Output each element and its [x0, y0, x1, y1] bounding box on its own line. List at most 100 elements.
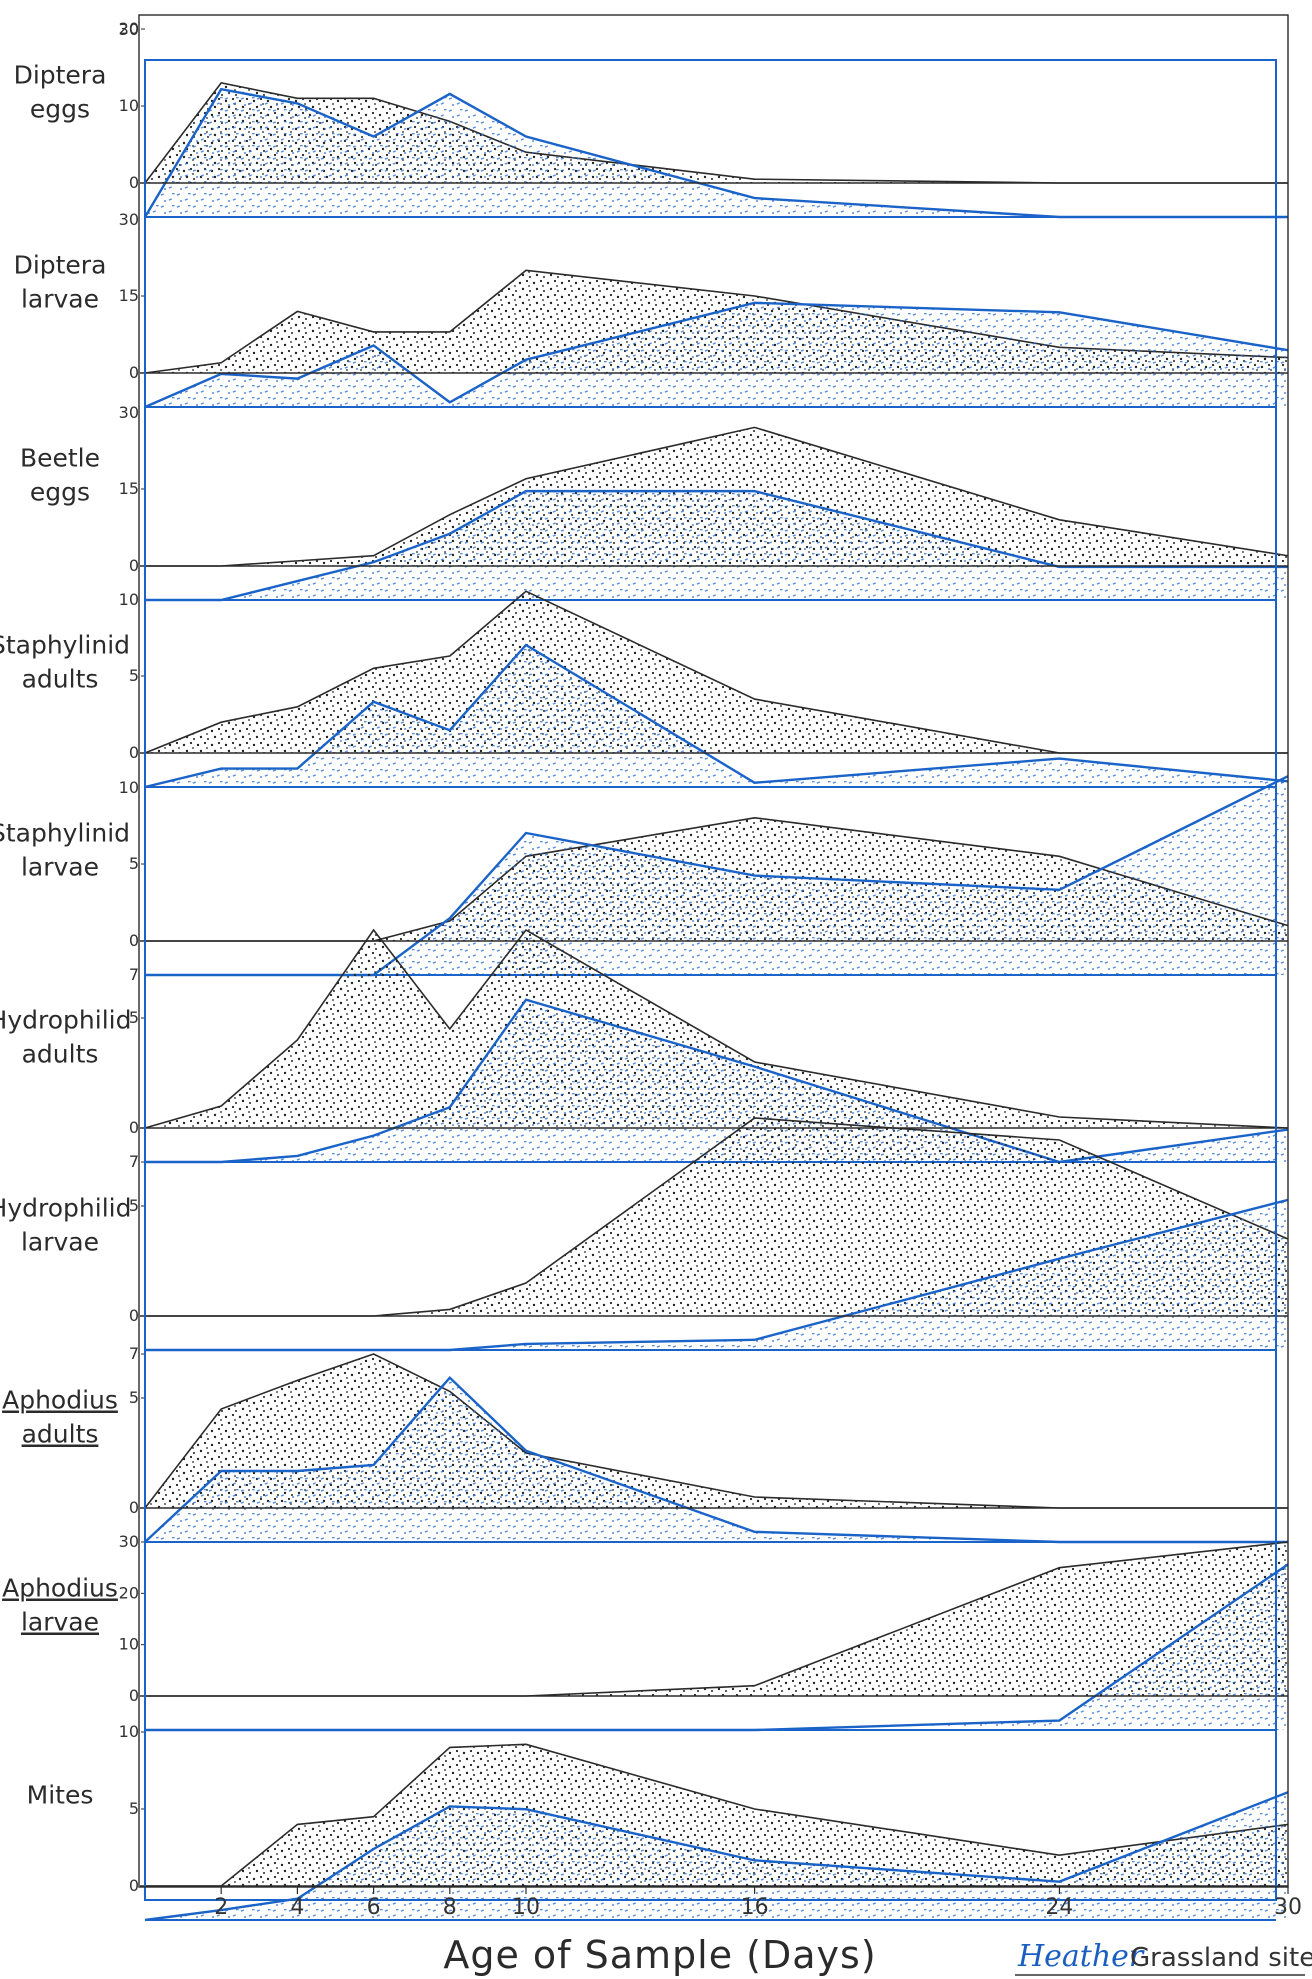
black-area-fill — [145, 1542, 1288, 1696]
blue-y-tick-label: 30 — [119, 210, 139, 229]
y-tick-label: 5 — [129, 1799, 139, 1818]
black-area-fill — [145, 591, 1288, 753]
x-axis: 2 4 6 8 10 16 24 30 — [214, 1886, 1302, 1920]
y-tick-label: 0 — [129, 1686, 139, 1705]
black-frame — [138, 14, 1289, 1888]
panel-label: Aphodius — [2, 1386, 118, 1415]
panel-label: Mites — [27, 1781, 94, 1810]
blue-series-line — [143, 87, 1288, 219]
blue-area-fill — [145, 1377, 1288, 1542]
y-tick-label: 0 — [129, 1306, 139, 1325]
y-tick-label: 10 — [119, 1635, 139, 1654]
y-tick-label: 5 — [129, 1196, 139, 1215]
y-tick-label: 0 — [129, 363, 139, 382]
blue-frame — [144, 59, 1277, 1901]
signature-rest: Grassland site — [1130, 1943, 1312, 1973]
black-area-fill — [145, 930, 1288, 1128]
panel-label: eggs — [30, 95, 90, 124]
panel-label: larvae — [21, 1228, 99, 1257]
x-tick-label: 2 — [214, 1895, 228, 1920]
y-tick-label: 20 — [119, 19, 139, 38]
y-tick-label: 0 — [129, 173, 139, 192]
panel-5: 5 0 10 Staphylinid larvae — [0, 775, 1289, 977]
x-axis-label: Age of Sample (Days) — [443, 1933, 876, 1977]
panel-label: larvae — [21, 1608, 99, 1637]
panel-2: 15 0 30 Diptera larvae — [14, 210, 1289, 409]
y-tick-label: 0 — [129, 1118, 139, 1137]
panel-8: 7 5 0 Aphodius adults — [2, 1344, 1288, 1544]
x-tick-label: 4 — [290, 1895, 304, 1920]
y-tick-label: 30 — [119, 1532, 139, 1551]
blue-area-fill — [145, 302, 1288, 407]
black-series-line — [145, 1743, 1289, 1887]
panel-label: Aphodius — [2, 1574, 118, 1603]
blue-area-fill — [145, 1792, 1288, 1920]
blue-series-line — [144, 643, 1289, 789]
blue-area-fill — [145, 491, 1288, 600]
x-tick-label: 16 — [741, 1895, 769, 1920]
y-tick-label: 15 — [119, 286, 139, 305]
blue-area-fill — [145, 1199, 1288, 1350]
panel-label: adults — [22, 1040, 99, 1069]
blue-area-fill — [145, 1564, 1288, 1730]
panel-label: larvae — [21, 285, 99, 314]
x-tick-label: 6 — [367, 1895, 381, 1920]
black-series-line — [144, 590, 1288, 754]
blue-series-line — [144, 1791, 1289, 1922]
panel-6: 5 0 7 Hydrophilid adults — [0, 928, 1289, 1164]
blue-y-tick-label: 7 — [129, 965, 139, 984]
x-tick-label: 8 — [443, 1895, 457, 1920]
panel-3: 15 0 30 Beetle eggs — [20, 403, 1289, 602]
blue-area-fill — [145, 776, 1288, 975]
y-tick-label: 7 — [129, 1344, 139, 1363]
panel-label: Beetle — [20, 444, 100, 473]
y-tick-label: 0 — [129, 556, 139, 575]
panel-label: adults — [22, 1420, 99, 1449]
panel-label: Diptera — [14, 61, 107, 90]
blue-area-fill — [145, 89, 1288, 217]
y-tick-label: 0 — [129, 1498, 139, 1517]
y-tick-label: 0 — [129, 1876, 139, 1895]
black-area-fill — [145, 1118, 1288, 1316]
panel-label: Diptera — [14, 251, 107, 280]
panel-1: 20 10 0 30 Diptera eggs — [14, 19, 1288, 219]
black-series-line — [145, 426, 1289, 567]
y-tick-label: 10 — [119, 1722, 139, 1741]
y-tick-label: 15 — [119, 479, 139, 498]
x-tick-label: 10 — [512, 1895, 540, 1920]
y-tick-label: 0 — [129, 931, 139, 950]
signature-name: Heather — [1017, 1939, 1145, 1974]
y-tick-label: 5 — [129, 854, 139, 873]
blue-y-tick-label: 30 — [119, 20, 139, 39]
panel-10: 10 5 0 Mites — [27, 1722, 1289, 1922]
panel-9: 30 20 10 0 Aphodius larvae — [2, 1532, 1289, 1732]
y-tick-label: 5 — [129, 1388, 139, 1407]
panel-4: 5 0 10 Staphylinid adults — [0, 590, 1289, 789]
panel-label: Hydrophilid — [0, 1194, 131, 1223]
panel-label: eggs — [30, 478, 90, 507]
blue-series-line — [145, 998, 1289, 1164]
panels-group: 2010030Dipteraeggs15030Dipteralarvae1503… — [0, 14, 1289, 1922]
y-tick-label: 10 — [119, 96, 139, 115]
panel-7: 7 5 0 Hydrophilid larvae — [0, 1117, 1289, 1352]
x-tick-label: 24 — [1045, 1895, 1073, 1920]
y-tick-label: 20 — [119, 1583, 139, 1602]
panel-label: Staphylinid — [0, 819, 130, 848]
y-tick-label: 7 — [129, 1152, 139, 1171]
y-tick-label: 5 — [129, 1008, 139, 1027]
blue-area-fill — [145, 999, 1288, 1162]
panel-label: larvae — [21, 853, 99, 882]
panel-label: adults — [22, 665, 99, 694]
panel-label: Staphylinid — [0, 631, 130, 660]
blue-series-line — [145, 489, 1288, 602]
blue-y-tick-label: 30 — [119, 403, 139, 422]
blue-series-line — [144, 301, 1289, 409]
y-tick-label: 5 — [129, 666, 139, 685]
blue-area-fill — [145, 645, 1288, 787]
signature: Heather Grassland site — [1015, 1939, 1312, 1976]
blue-y-tick-label: 10 — [119, 778, 139, 797]
panel-label: Hydrophilid — [0, 1006, 131, 1035]
blue-y-tick-label: 10 — [119, 590, 139, 609]
x-tick-label: 30 — [1274, 1895, 1302, 1920]
